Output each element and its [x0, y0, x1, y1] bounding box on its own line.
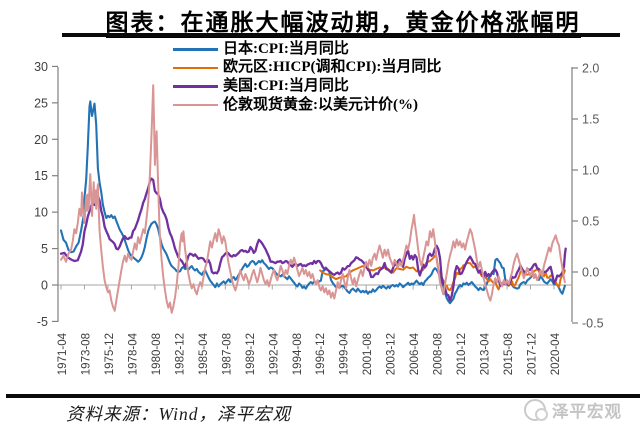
- watermark-label: 泽平宏观: [552, 402, 622, 421]
- left-tick-label: 15: [34, 169, 48, 183]
- page-title: 图表：在通胀大幅波动期，黄金价格涨幅明: [60, 3, 626, 38]
- legend-item-euro-hicp: 欧元区:HICP(调和CPI):当月同比: [173, 59, 441, 78]
- x-tick-label: 1996-12: [315, 333, 327, 375]
- legend-label: 日本:CPI:当月同比: [223, 40, 349, 57]
- x-tick-label: 2013-04: [480, 332, 492, 375]
- right-tick-label: 1.5: [582, 113, 599, 127]
- x-tick-label: 2017-12: [527, 333, 539, 375]
- legend-line-swatch: [173, 85, 218, 88]
- x-tick-label: 2006-04: [409, 332, 421, 375]
- chart-legend: 日本:CPI:当月同比 欧元区:HICP(调和CPI):当月同比 美国:CPI:…: [173, 40, 441, 114]
- footer-divider: [6, 394, 640, 398]
- left-tick-label: 5: [41, 242, 48, 256]
- x-tick-label: 2001-08: [362, 333, 374, 375]
- right-tick-label: 0.0: [582, 266, 599, 280]
- left-tick-label: 0: [41, 279, 48, 293]
- legend-item-london-gold: 伦敦现货黄金:以美元计价(%): [173, 96, 441, 115]
- data-source-note: 资料来源：Wind，泽平宏观: [66, 404, 291, 424]
- right-tick-label: 2.0: [582, 62, 599, 76]
- x-tick-label: 1987-08: [221, 333, 233, 375]
- x-tick-label: 2015-08: [503, 333, 515, 375]
- x-tick-label: 1980-08: [151, 333, 163, 375]
- legend-line-swatch: [173, 66, 218, 70]
- legend-label: 美国:CPI:当月同比: [223, 77, 349, 94]
- x-tick-label: 1999-04: [339, 332, 351, 375]
- right-tick-label: 1.0: [582, 164, 599, 178]
- x-tick-label: 1971-04: [57, 332, 69, 375]
- x-tick-label: 1975-12: [104, 333, 116, 375]
- x-tick-label: 2003-12: [386, 333, 398, 375]
- left-tick-label: -5: [37, 315, 48, 329]
- brand-watermark: 泽平宏观: [524, 398, 622, 422]
- right-tick-label: 0.5: [582, 215, 599, 229]
- x-tick-label: 1989-12: [245, 333, 257, 375]
- series-line-us_cpi: [59, 177, 567, 302]
- legend-line-swatch: [173, 48, 218, 51]
- x-tick-label: 2010-12: [456, 333, 468, 375]
- x-tick-label: 1992-04: [268, 332, 280, 375]
- left-tick-label: 25: [34, 96, 48, 110]
- right-tick-label: -0.5: [582, 317, 604, 331]
- series-line-japan_cpi: [59, 100, 566, 305]
- series-line-london_gold: [60, 84, 566, 314]
- legend-item-us-cpi: 美国:CPI:当月同比: [173, 77, 441, 96]
- legend-label: 欧元区:HICP(调和CPI):当月同比: [223, 59, 442, 76]
- x-tick-label: 1978-04: [127, 332, 139, 375]
- left-tick-label: 20: [34, 133, 48, 147]
- x-tick-label: 1985-04: [198, 332, 210, 375]
- left-tick-label: 30: [34, 60, 48, 74]
- legend-line-swatch: [173, 103, 218, 107]
- x-tick-label: 2020-04: [550, 332, 562, 375]
- legend-label: 伦敦现货黄金:以美元计价(%): [223, 96, 418, 113]
- x-tick-label: 1973-08: [80, 333, 92, 375]
- x-tick-label: 1994-08: [292, 333, 304, 375]
- title-divider: [62, 33, 620, 37]
- left-tick-label: 10: [34, 206, 48, 220]
- x-tick-label: 1982-12: [174, 333, 186, 375]
- legend-item-japan-cpi: 日本:CPI:当月同比: [173, 40, 441, 59]
- x-tick-label: 2008-08: [433, 333, 445, 375]
- zeping-logo-icon: [524, 399, 548, 421]
